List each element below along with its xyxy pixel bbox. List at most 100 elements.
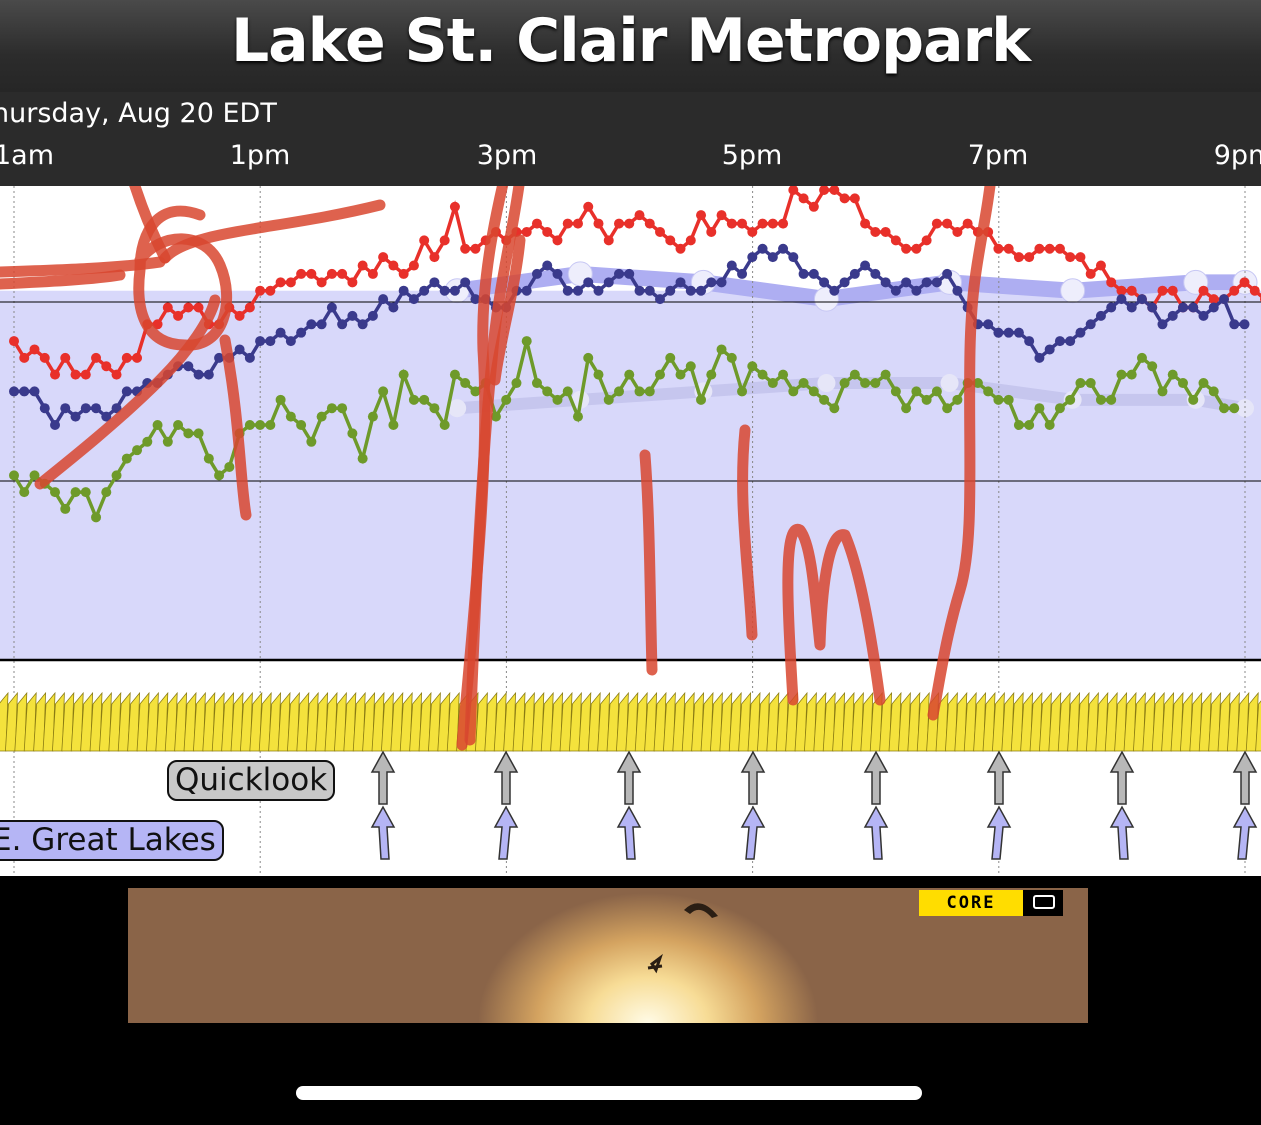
data-point-avg: [819, 277, 830, 288]
data-point-avg: [244, 352, 255, 363]
data-point-avg: [952, 285, 963, 296]
wind-direction-arrow: [183, 691, 197, 752]
data-point-avg: [29, 386, 40, 397]
red-ink-stroke: [219, 334, 252, 521]
data-point-lull: [1126, 369, 1137, 380]
data-point-gust: [1085, 268, 1096, 279]
data-point-avg: [901, 277, 912, 288]
wind-direction-arrow: [136, 691, 150, 752]
core-brand: CORE: [919, 890, 1023, 916]
data-point-avg: [644, 285, 655, 296]
wind-direction-arrow: [333, 691, 347, 752]
data-point-gust: [788, 186, 799, 195]
wind-direction-arrow: [390, 691, 404, 752]
data-point-lull: [1147, 361, 1158, 372]
wind-direction-arrow: [230, 691, 244, 752]
data-point-lull: [634, 386, 645, 397]
core-logo: CORE: [919, 890, 1063, 916]
data-point-avg: [91, 403, 102, 414]
data-point-lull: [419, 394, 430, 405]
home-indicator[interactable]: [296, 1086, 922, 1100]
wind-direction-arrow: [117, 691, 131, 752]
wind-direction-arrow: [145, 691, 159, 752]
wind-direction-arrow: [521, 691, 535, 752]
red-ink-stroke: [159, 199, 386, 264]
data-point-lull: [1024, 420, 1035, 430]
data-point-avg: [870, 268, 881, 279]
data-point-lull: [70, 487, 81, 498]
data-point-avg: [357, 319, 368, 330]
data-point-avg: [1065, 336, 1076, 347]
wind-direction-arrow: [1057, 691, 1071, 752]
data-point-lull: [91, 512, 102, 523]
quicklook-arrow: [370, 750, 396, 805]
data-point-avg: [265, 336, 276, 347]
data-point-gust: [1208, 294, 1219, 305]
quicklook-arrow: [616, 750, 642, 805]
wind-direction-arrow: [42, 691, 56, 752]
data-point-avg: [542, 260, 553, 271]
data-point-gust: [408, 260, 419, 271]
data-point-lull: [429, 403, 440, 414]
great-lakes-button[interactable]: E. Great Lakes: [0, 820, 224, 861]
data-point-lull: [798, 378, 809, 389]
data-point-gust: [613, 218, 624, 229]
data-point-lull: [1188, 394, 1199, 405]
wind-direction-arrow: [1029, 691, 1043, 752]
data-point-gust: [1116, 285, 1127, 296]
data-point-lull: [316, 411, 327, 422]
wind-direction-arrow: [51, 691, 65, 752]
data-point-avg: [829, 285, 840, 296]
wind-direction-arrow: [1114, 691, 1128, 752]
data-point-gust: [173, 310, 184, 321]
data-point-gust: [870, 226, 881, 237]
wind-direction-arrow: [249, 691, 263, 752]
data-point-gust: [337, 268, 348, 279]
data-point-lull: [203, 453, 214, 464]
data-point-gust: [808, 201, 819, 212]
wind-direction-arrow: [192, 691, 206, 752]
data-point-gust: [1198, 285, 1209, 296]
data-point-gust: [531, 218, 542, 229]
data-point-lull: [265, 420, 276, 430]
data-point-lull: [613, 386, 624, 397]
data-point-lull: [1034, 403, 1045, 414]
wind-direction-arrow: [296, 691, 310, 752]
data-point-gust: [901, 243, 912, 254]
quicklook-button[interactable]: Quicklook: [167, 760, 336, 801]
data-point-gust: [952, 226, 963, 237]
data-point-lull: [1013, 420, 1024, 430]
data-point-gust: [655, 226, 666, 237]
data-point-avg: [193, 369, 204, 380]
quicklook-arrow: [1232, 750, 1258, 805]
data-point-lull: [942, 403, 953, 414]
wind-direction-arrow: [1020, 691, 1034, 752]
data-point-lull: [921, 394, 932, 405]
data-point-lull: [829, 403, 840, 414]
wind-direction-arrow: [709, 691, 723, 752]
wind-direction-arrow: [1226, 691, 1240, 752]
quicklook-arrow: [986, 750, 1012, 805]
data-point-avg: [757, 243, 768, 254]
data-point-avg: [1003, 327, 1014, 338]
data-point-avg: [778, 243, 789, 254]
data-point-lull: [408, 394, 419, 405]
data-point-avg: [911, 285, 922, 296]
data-point-avg: [808, 268, 819, 279]
data-point-lull: [111, 470, 122, 481]
data-point-avg: [726, 260, 737, 271]
data-point-lull: [993, 394, 1004, 405]
model-point-lower: [448, 399, 467, 418]
data-point-lull: [460, 378, 471, 389]
wind-direction-arrow: [794, 691, 808, 752]
data-point-gust: [111, 369, 122, 380]
data-point-lull: [1075, 378, 1086, 389]
wind-direction-arrow: [879, 691, 893, 752]
data-point-gust: [767, 218, 778, 229]
data-point-gust: [1126, 285, 1137, 296]
data-point-avg: [388, 302, 399, 313]
data-point-gust: [1003, 243, 1014, 254]
data-point-gust: [829, 186, 840, 195]
data-point-gust: [449, 201, 460, 212]
wind-direction-arrow: [568, 691, 582, 752]
